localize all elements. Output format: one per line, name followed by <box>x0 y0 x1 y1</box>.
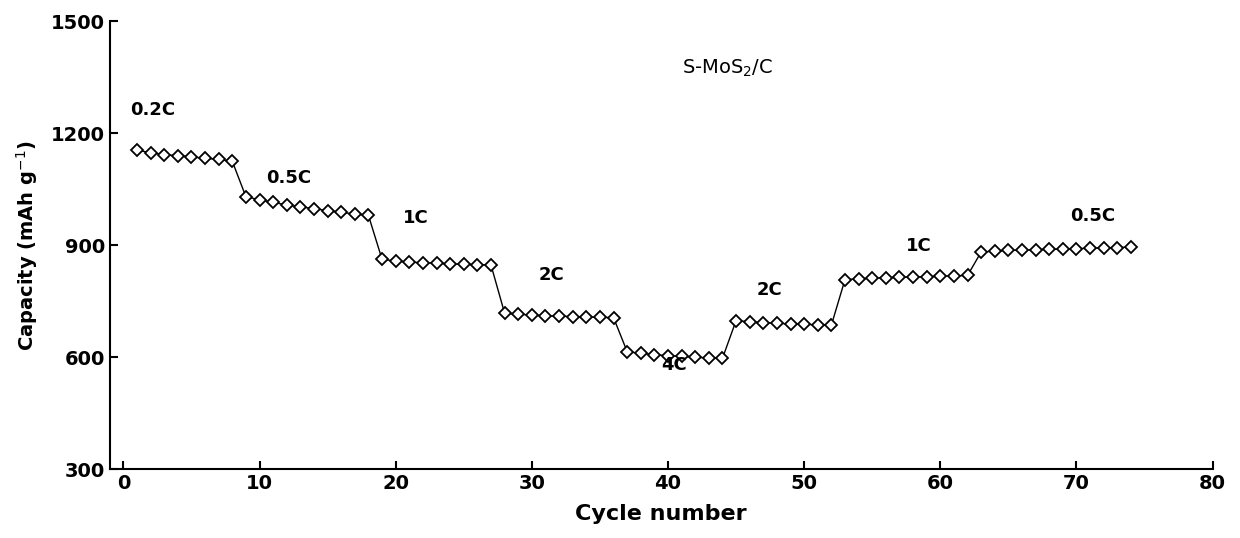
Text: S-MoS$_2$/C: S-MoS$_2$/C <box>682 57 773 79</box>
Text: 1C: 1C <box>906 237 932 254</box>
Text: 1C: 1C <box>403 209 428 226</box>
Text: 0.5C: 0.5C <box>1070 207 1115 225</box>
Text: 2C: 2C <box>538 266 564 285</box>
Text: 0.2C: 0.2C <box>130 101 175 119</box>
Text: 2C: 2C <box>756 281 782 299</box>
X-axis label: Cycle number: Cycle number <box>575 504 746 524</box>
Text: 4C: 4C <box>661 356 687 374</box>
Text: 0.5C: 0.5C <box>267 169 311 187</box>
Y-axis label: Capacity (mAh g$^{-1}$): Capacity (mAh g$^{-1}$) <box>14 140 40 351</box>
